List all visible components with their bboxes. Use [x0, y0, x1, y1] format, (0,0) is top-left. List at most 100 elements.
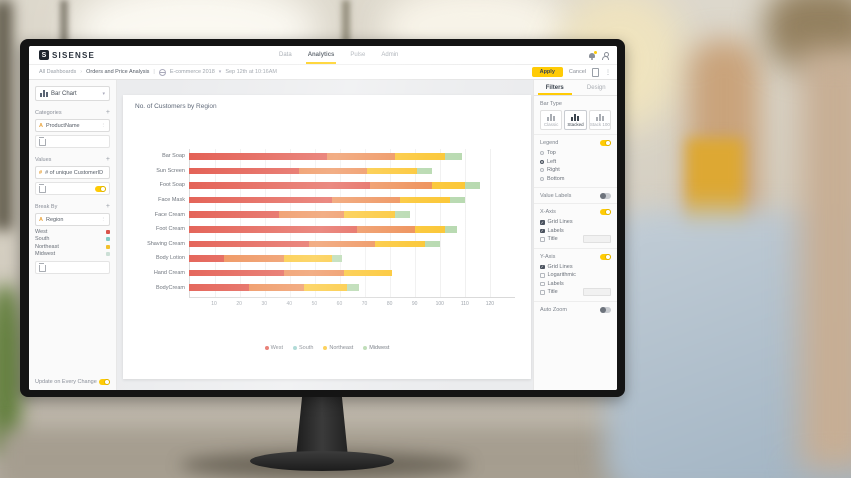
- add-value-button[interactable]: +: [105, 156, 110, 163]
- apply-button[interactable]: Apply: [531, 67, 563, 77]
- bar-segment-south[interactable]: [309, 240, 375, 248]
- breakby-field-region[interactable]: A Region ⋮: [35, 213, 110, 226]
- member-color-swatch[interactable]: [106, 244, 110, 249]
- bar-segment-west[interactable]: [189, 153, 327, 160]
- bar-segment-south[interactable]: [224, 255, 285, 262]
- bar-segment-south[interactable]: [369, 182, 433, 189]
- legend-item-south[interactable]: South: [293, 345, 313, 351]
- legend-item-northeast[interactable]: Northeast: [323, 345, 353, 351]
- bar-segment-south[interactable]: [249, 284, 305, 291]
- nav-tab-data[interactable]: Data: [279, 52, 292, 58]
- breakby-member-midwest[interactable]: Midwest: [35, 251, 110, 259]
- bar-segment-west[interactable]: [189, 240, 310, 248]
- bar-segment-midwest[interactable]: [331, 255, 342, 262]
- add-category-button[interactable]: +: [105, 109, 110, 116]
- bar-segment-midwest[interactable]: [394, 211, 410, 218]
- bar-segment-west[interactable]: [189, 284, 250, 291]
- datasource-chevron-icon[interactable]: ▾: [218, 69, 222, 75]
- legend-toggle[interactable]: [600, 140, 611, 146]
- nav-tab-analytics[interactable]: Analytics: [305, 46, 337, 64]
- bar-segment-northeast[interactable]: [394, 153, 445, 160]
- bar-segment-west[interactable]: [189, 182, 370, 189]
- y-axis-labels[interactable]: Labels: [540, 280, 611, 289]
- y-axis-grid-lines[interactable]: ✓ Grid Lines: [540, 263, 611, 272]
- y-axis-logarithmic[interactable]: Logarithmic: [540, 271, 611, 280]
- breakby-remove-dropzone[interactable]: [35, 261, 110, 274]
- legend-position-left[interactable]: Left: [540, 158, 611, 167]
- tab-design[interactable]: Design: [586, 84, 606, 91]
- bar-segment-west[interactable]: [189, 255, 225, 262]
- bar-segment-south[interactable]: [357, 226, 415, 233]
- x-axis-grid-lines[interactable]: ✓ Grid Lines: [540, 218, 611, 227]
- breakby-member-northeast[interactable]: Northeast: [35, 243, 110, 251]
- add-breakby-button[interactable]: +: [105, 203, 110, 210]
- bar-segment-west[interactable]: [189, 167, 300, 175]
- bar-segment-northeast[interactable]: [432, 182, 465, 189]
- datasource-name[interactable]: E-commerce 2018: [169, 69, 215, 75]
- bar-type-option-classic[interactable]: Classic: [540, 110, 563, 130]
- category-remove-dropzone[interactable]: [35, 135, 110, 148]
- legend-position-right[interactable]: Right: [540, 166, 611, 175]
- breadcrumb-root[interactable]: All Dashboards: [39, 69, 77, 75]
- bar-segment-northeast[interactable]: [304, 284, 347, 291]
- bar-segment-midwest[interactable]: [444, 153, 463, 160]
- field-menu-icon[interactable]: ⋮: [100, 216, 107, 223]
- update-on-change-toggle[interactable]: [99, 379, 110, 385]
- legend-item-west[interactable]: West: [264, 345, 283, 351]
- bar-type-option-stack100[interactable]: Stack 100: [588, 110, 611, 130]
- nav-tab-pulse[interactable]: Pulse: [350, 52, 366, 58]
- bar-segment-south[interactable]: [299, 167, 368, 175]
- bar-segment-northeast[interactable]: [344, 269, 393, 277]
- x-axis-title-input[interactable]: [583, 235, 611, 244]
- value-remove-dropzone[interactable]: [35, 182, 110, 195]
- bar-segment-south[interactable]: [284, 269, 345, 277]
- more-options-icon[interactable]: ⋮: [605, 69, 611, 76]
- member-color-swatch[interactable]: [106, 229, 110, 234]
- member-color-swatch[interactable]: [106, 252, 110, 257]
- bar-segment-south[interactable]: [331, 196, 400, 204]
- legend-item-midwest[interactable]: Midwest: [363, 345, 389, 351]
- bar-segment-west[interactable]: [189, 226, 357, 233]
- notifications-bell-icon[interactable]: [589, 50, 597, 60]
- bar-segment-midwest[interactable]: [449, 196, 465, 204]
- y-axis-toggle[interactable]: [600, 253, 611, 260]
- export-icon[interactable]: [592, 67, 599, 77]
- value-field-customerid[interactable]: # # of unique CustomerID: [35, 166, 110, 179]
- bar-segment-northeast[interactable]: [414, 226, 445, 233]
- cancel-button[interactable]: Cancel: [568, 69, 586, 75]
- bar-segment-midwest[interactable]: [417, 167, 433, 175]
- bar-segment-northeast[interactable]: [399, 196, 450, 204]
- breakby-member-south[interactable]: South: [35, 236, 110, 244]
- legend-position-top[interactable]: Top: [540, 149, 611, 158]
- nav-tab-admin[interactable]: Admin: [381, 52, 399, 58]
- sisense-logo[interactable]: S SISENSE: [29, 50, 95, 60]
- y-axis-title-input[interactable]: [583, 288, 611, 297]
- bar-segment-northeast[interactable]: [374, 240, 425, 248]
- value-labels-toggle[interactable]: [600, 193, 611, 199]
- bar-segment-west[interactable]: [189, 211, 280, 218]
- member-color-swatch[interactable]: [106, 237, 110, 242]
- bar-segment-northeast[interactable]: [344, 211, 395, 218]
- bar-segment-midwest[interactable]: [346, 284, 360, 291]
- user-profile-icon[interactable]: [602, 51, 609, 60]
- bar-segment-midwest[interactable]: [464, 182, 480, 189]
- bar-segment-west[interactable]: [189, 269, 285, 277]
- bar-segment-northeast[interactable]: [367, 167, 418, 175]
- category-field-productname[interactable]: A ProductName ⋮: [35, 119, 110, 132]
- auto-zoom-toggle[interactable]: [600, 306, 611, 313]
- field-menu-icon[interactable]: ⋮: [100, 122, 107, 129]
- breakby-member-west[interactable]: West: [35, 228, 110, 236]
- bar-segment-west[interactable]: [189, 196, 332, 204]
- bar-segment-south[interactable]: [279, 211, 345, 218]
- legend-position-bottom[interactable]: Bottom: [540, 175, 611, 184]
- bar-segment-midwest[interactable]: [424, 240, 440, 248]
- tab-filters[interactable]: Filters: [534, 80, 576, 95]
- x-axis-labels[interactable]: ✓ Labels: [540, 227, 611, 236]
- value-toggle[interactable]: [95, 185, 106, 192]
- bar-type-option-stacked[interactable]: Stacked: [564, 110, 587, 130]
- x-axis-toggle[interactable]: [600, 209, 611, 215]
- x-axis-title[interactable]: Title: [540, 235, 611, 244]
- bar-segment-midwest[interactable]: [444, 226, 458, 233]
- bar-segment-northeast[interactable]: [284, 255, 332, 262]
- widget-type-select[interactable]: Bar Chart ▾: [35, 86, 110, 101]
